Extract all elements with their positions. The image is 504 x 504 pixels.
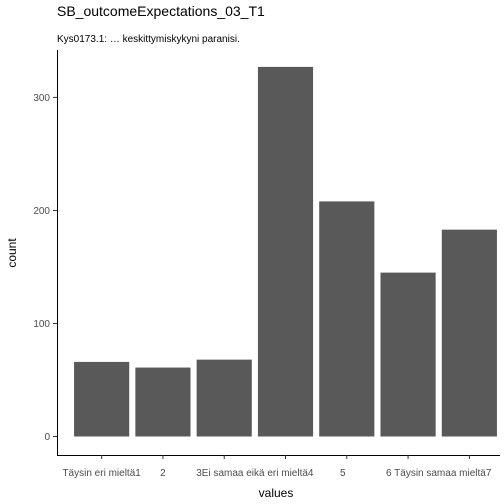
- chart-subtitle: Kys0173.1: … keskittymiskykyni paranisi.: [57, 34, 240, 45]
- bar-2: [135, 367, 191, 437]
- x-tick-label: Täysin eri mieltä1: [62, 468, 141, 479]
- y-axis-ticks: 0 100 200 300: [33, 93, 57, 443]
- y-tick-label: 300: [33, 93, 50, 104]
- x-tick-label: 3Ei samaa eikä eri mieltä4: [196, 468, 314, 479]
- bars-group: [74, 66, 497, 437]
- x-tick-label: 6 Täysin samaa mieltä7: [386, 468, 492, 479]
- y-axis-title: count: [5, 238, 19, 268]
- bar-5: [319, 201, 375, 437]
- bar-6: [380, 272, 436, 437]
- x-tick-label: 5: [340, 468, 346, 479]
- y-tick-label: 0: [44, 432, 50, 443]
- y-tick-label: 100: [33, 319, 50, 330]
- x-axis-ticks: Täysin eri mieltä1 2 3Ei samaa eikä eri mi…: [62, 455, 492, 479]
- x-tick-label: 2: [160, 468, 166, 479]
- x-axis-title: values: [259, 486, 294, 500]
- bar-4: [257, 66, 314, 437]
- chart-title: SB_outcomeExpectations_03_T1: [57, 3, 265, 19]
- bar-1: [74, 361, 130, 437]
- bar-3: [196, 359, 252, 437]
- bar-7: [441, 229, 497, 437]
- y-tick-label: 200: [33, 206, 50, 217]
